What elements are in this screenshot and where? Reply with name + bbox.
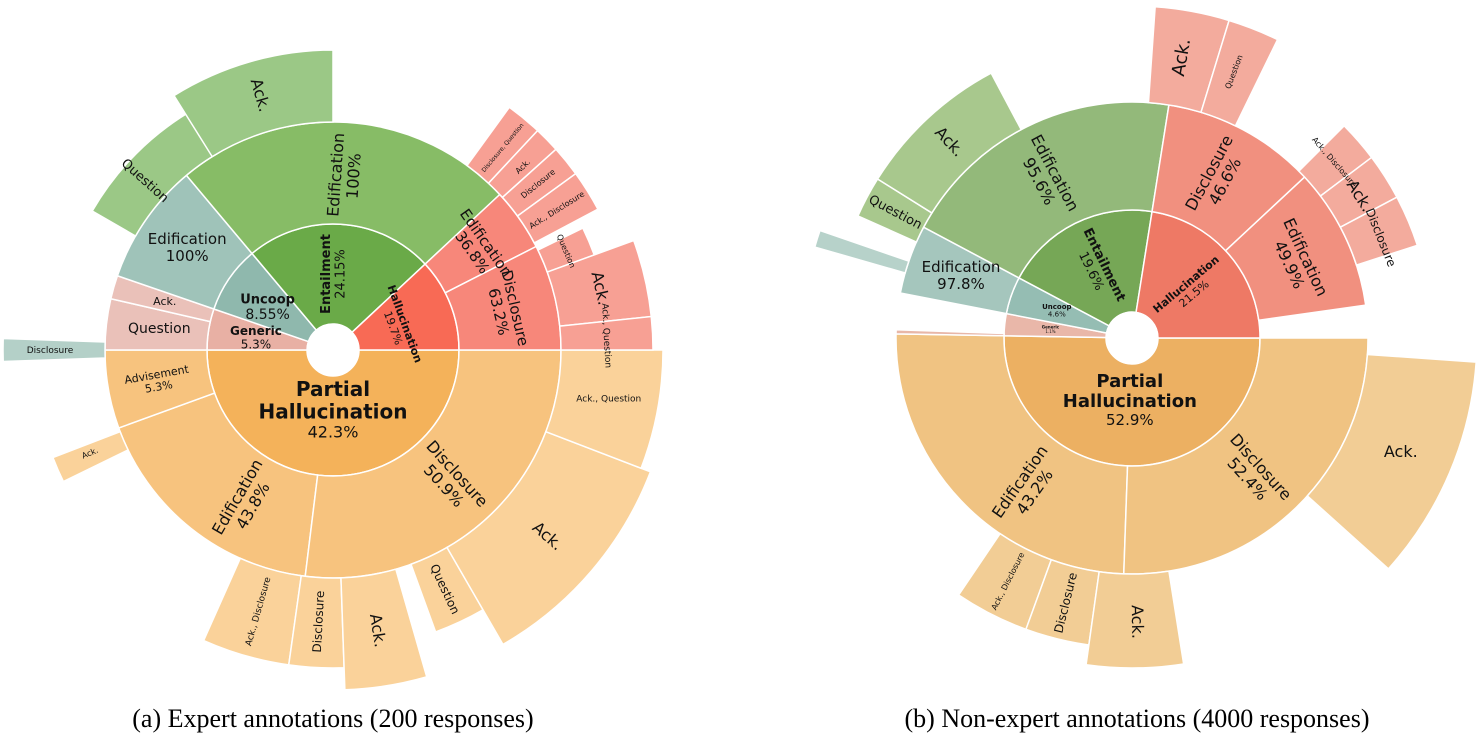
label-o-disc: Disclosure — [310, 590, 327, 653]
outer-disc-ack — [445, 430, 652, 646]
sunburst-expert: Partial Hallucination 42.3% Generic 5.3%Unco… — [2, 49, 664, 691]
middle-advisement — [104, 349, 216, 429]
outer-disc-ack — [1306, 353, 1477, 570]
label-ack-generic: Ack. — [153, 295, 176, 308]
outer-entail-ack — [172, 49, 334, 158]
outer-edif-ack — [340, 568, 428, 691]
outer-hal-ack-disc — [1297, 124, 1373, 198]
caption-non-expert: (b) Non-expert annotations (4000 respons… — [905, 704, 1370, 733]
outer-entail-question — [91, 108, 221, 238]
outer-hal-ack2 — [1319, 156, 1398, 229]
label-generic: Generic 1.1% — [1042, 324, 1060, 333]
label-o-hal-aq: Ack., Question — [599, 303, 612, 368]
outer-hal-disclosure-question — [465, 106, 539, 185]
outer-hal-disc — [1339, 196, 1419, 267]
label-o-uncoop-disc: Disclosure — [27, 346, 74, 356]
outer-edif-ack — [1085, 570, 1185, 669]
outer-hal-question — [536, 227, 596, 273]
middle-uncoop-edification — [899, 226, 1020, 315]
outer-hal-disclosure — [501, 148, 577, 218]
label-uncoop-edification: Edification 97.8% — [922, 258, 1001, 293]
label-o-ack-question: Ack., Question — [576, 394, 641, 404]
center-hole — [306, 323, 360, 377]
outer-hal-ack-disclosure — [516, 172, 599, 244]
label-partial-hallucination: Partial Hallucination 52.9% — [1063, 371, 1197, 429]
middle-generic-question — [104, 297, 212, 351]
label-uncoop: Uncoop 8.55% — [240, 293, 295, 323]
caption-expert: (a) Expert annotations (200 responses) — [132, 704, 533, 733]
middle-generic-ack — [109, 274, 215, 323]
outer-edif-ack-disclosure — [202, 557, 303, 666]
outer-entail-ack — [876, 72, 1023, 214]
outer-advisement-ack — [51, 430, 130, 483]
label-generic: Generic 5.3% — [230, 324, 282, 351]
label-o-disc-ack: Ack. — [1384, 442, 1418, 461]
outer-hal-ack — [487, 129, 558, 199]
outer-hal-question — [1200, 19, 1279, 127]
middle-generic — [895, 328, 1005, 337]
outer-uncoop-sliver — [813, 229, 910, 274]
label-entailment: Entailment24.15% — [319, 234, 349, 314]
label-partial-hallucination: Partial Hallucination 42.3% — [258, 377, 407, 441]
outer-hal-ack-question — [558, 315, 654, 351]
outer-entail-question — [856, 177, 933, 244]
label-uncoop-edification: Edification 100% — [148, 230, 227, 265]
sunburst-non-expert: Partial Hallucination 52.9% Generic 1.1% Unco… — [813, 6, 1477, 669]
outer-hal-ack2 — [546, 239, 653, 327]
label-uncoop: Uncoop 4.6% — [1042, 303, 1071, 319]
label-o-ack: Ack. — [1128, 605, 1148, 639]
outer-uncoop-disclosure — [2, 337, 106, 363]
center-hole — [1105, 311, 1159, 365]
label-question-generic: Question — [128, 321, 191, 337]
